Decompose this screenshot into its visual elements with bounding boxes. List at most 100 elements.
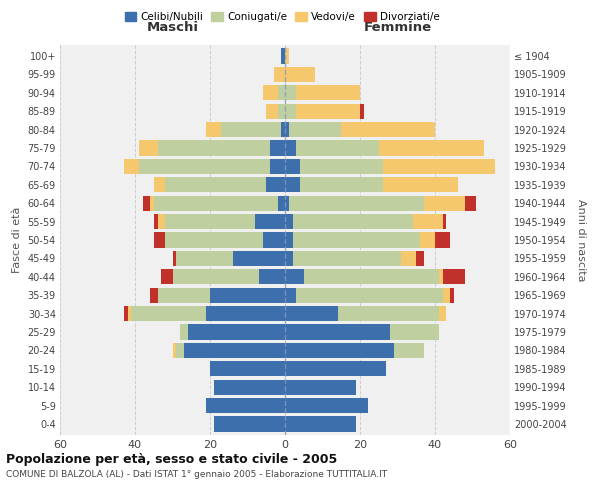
Bar bbox=[263, 86, 277, 100]
Bar bbox=[285, 196, 289, 211]
Bar bbox=[435, 232, 450, 248]
Bar bbox=[285, 343, 394, 358]
Bar bbox=[124, 159, 139, 174]
Bar bbox=[266, 104, 277, 119]
Bar bbox=[154, 232, 165, 248]
Bar bbox=[139, 159, 270, 174]
Text: Popolazione per età, sesso e stato civile - 2005: Popolazione per età, sesso e stato civil… bbox=[6, 452, 337, 466]
Y-axis label: Fasce di età: Fasce di età bbox=[12, 207, 22, 273]
Bar bbox=[285, 140, 296, 156]
Bar bbox=[157, 214, 165, 229]
Bar bbox=[450, 288, 454, 302]
Bar bbox=[439, 306, 446, 321]
Bar bbox=[390, 324, 439, 340]
Bar bbox=[206, 398, 285, 413]
Bar bbox=[173, 269, 259, 284]
Bar bbox=[296, 104, 360, 119]
Bar bbox=[214, 416, 285, 432]
Bar bbox=[210, 288, 285, 302]
Bar bbox=[300, 159, 383, 174]
Bar bbox=[176, 343, 184, 358]
Bar bbox=[214, 380, 285, 394]
Bar bbox=[285, 86, 296, 100]
Bar bbox=[277, 196, 285, 211]
Bar bbox=[379, 140, 484, 156]
Bar bbox=[337, 306, 439, 321]
Bar bbox=[180, 324, 187, 340]
Y-axis label: Anni di nascita: Anni di nascita bbox=[577, 198, 586, 281]
Bar bbox=[210, 361, 285, 376]
Bar bbox=[424, 196, 465, 211]
Bar bbox=[281, 48, 285, 64]
Bar bbox=[304, 269, 439, 284]
Bar bbox=[341, 122, 435, 137]
Bar bbox=[285, 232, 293, 248]
Bar bbox=[285, 48, 289, 64]
Bar bbox=[296, 86, 360, 100]
Bar bbox=[124, 306, 128, 321]
Bar bbox=[285, 288, 296, 302]
Bar bbox=[394, 343, 424, 358]
Bar bbox=[413, 214, 443, 229]
Bar bbox=[285, 324, 390, 340]
Bar bbox=[443, 288, 450, 302]
Bar bbox=[176, 251, 233, 266]
Bar bbox=[259, 269, 285, 284]
Legend: Celibi/Nubili, Coniugati/e, Vedovi/e, Divorziati/e: Celibi/Nubili, Coniugati/e, Vedovi/e, Di… bbox=[121, 8, 443, 26]
Bar bbox=[360, 104, 364, 119]
Bar bbox=[165, 214, 255, 229]
Bar bbox=[285, 122, 289, 137]
Bar bbox=[300, 178, 383, 192]
Bar bbox=[206, 122, 221, 137]
Bar bbox=[150, 288, 157, 302]
Bar bbox=[465, 196, 476, 211]
Bar bbox=[296, 288, 443, 302]
Bar bbox=[165, 178, 266, 192]
Bar bbox=[285, 104, 296, 119]
Bar bbox=[289, 122, 341, 137]
Bar bbox=[154, 178, 165, 192]
Bar bbox=[439, 269, 443, 284]
Bar bbox=[165, 232, 263, 248]
Bar bbox=[233, 251, 285, 266]
Bar bbox=[285, 306, 337, 321]
Bar bbox=[383, 178, 458, 192]
Bar bbox=[416, 251, 424, 266]
Bar bbox=[285, 361, 386, 376]
Bar bbox=[187, 324, 285, 340]
Bar bbox=[128, 306, 131, 321]
Bar bbox=[274, 67, 285, 82]
Bar bbox=[173, 343, 176, 358]
Bar bbox=[285, 67, 315, 82]
Bar bbox=[285, 214, 293, 229]
Bar bbox=[184, 343, 285, 358]
Bar bbox=[285, 251, 293, 266]
Bar bbox=[157, 288, 210, 302]
Bar bbox=[420, 232, 435, 248]
Bar bbox=[285, 380, 356, 394]
Bar bbox=[285, 159, 300, 174]
Text: Femmine: Femmine bbox=[364, 21, 431, 34]
Bar bbox=[150, 196, 154, 211]
Bar bbox=[443, 269, 465, 284]
Bar bbox=[277, 86, 285, 100]
Bar bbox=[383, 159, 495, 174]
Text: COMUNE DI BALZOLA (AL) - Dati ISTAT 1° gennaio 2005 - Elaborazione TUTTITALIA.IT: COMUNE DI BALZOLA (AL) - Dati ISTAT 1° g… bbox=[6, 470, 387, 479]
Bar bbox=[139, 140, 157, 156]
Bar bbox=[285, 269, 304, 284]
Bar bbox=[206, 306, 285, 321]
Bar bbox=[131, 306, 206, 321]
Bar bbox=[296, 140, 379, 156]
Bar bbox=[221, 122, 281, 137]
Bar bbox=[277, 104, 285, 119]
Text: Maschi: Maschi bbox=[146, 21, 199, 34]
Bar bbox=[401, 251, 416, 266]
Bar bbox=[289, 196, 424, 211]
Bar bbox=[161, 269, 173, 284]
Bar bbox=[263, 232, 285, 248]
Bar bbox=[157, 140, 270, 156]
Bar bbox=[443, 214, 446, 229]
Bar bbox=[293, 251, 401, 266]
Bar bbox=[255, 214, 285, 229]
Bar bbox=[266, 178, 285, 192]
